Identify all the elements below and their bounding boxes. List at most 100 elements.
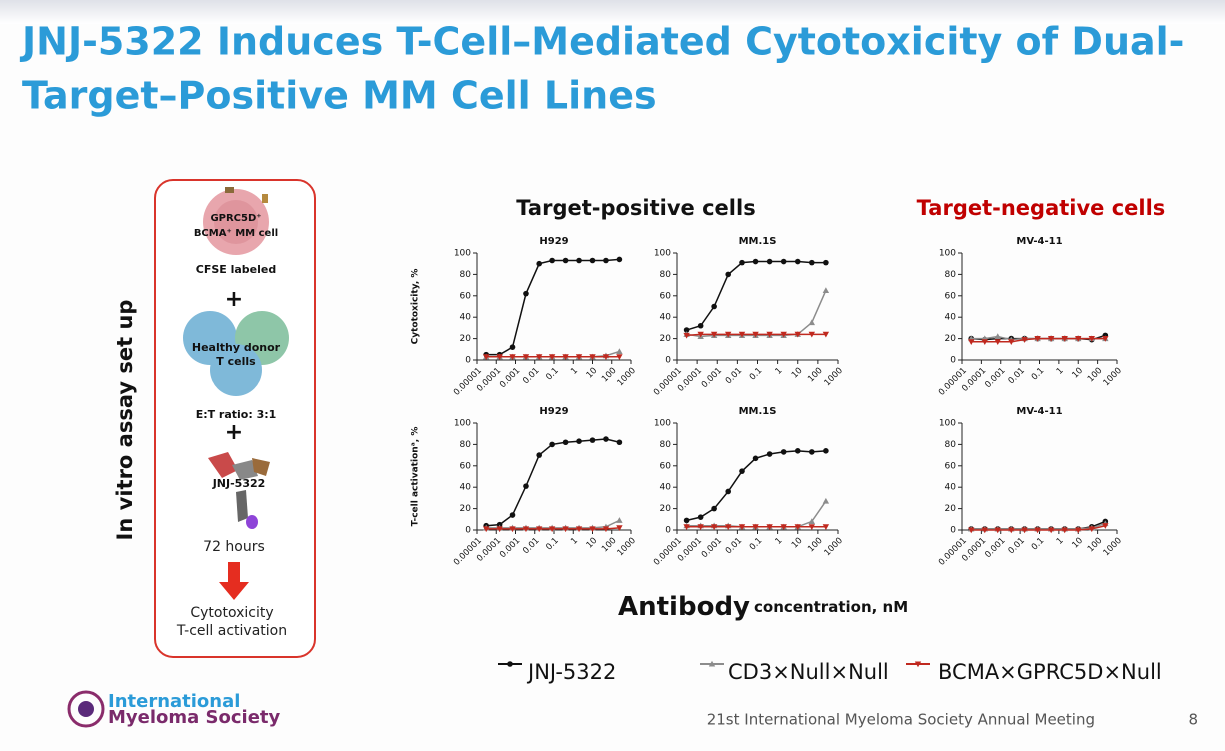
data-point: [509, 354, 516, 360]
data-point: [1034, 336, 1041, 342]
data-point: [562, 354, 569, 360]
y-tick-label: 40: [945, 483, 957, 493]
legend: JNJ-5322 CD3×Null×Null BCMA×GPRC5D×Null: [498, 660, 1162, 684]
data-point: [711, 303, 717, 310]
data-point: [981, 339, 988, 346]
data-point: [1088, 526, 1095, 533]
y-tick-label: 100: [939, 419, 956, 429]
cell-label: BCMA⁺ MM cell: [194, 228, 278, 239]
data-point: [616, 348, 623, 354]
chart-title: MV-4-11: [1016, 406, 1062, 417]
data-point: [536, 452, 542, 458]
data-point: [522, 354, 530, 360]
panel-heading: In vitro assay set up: [113, 300, 137, 541]
data-point: [739, 259, 745, 266]
x-tick-label: 1: [569, 536, 580, 547]
data-point: [562, 526, 569, 533]
data-point: [822, 524, 830, 530]
y-tick-label: 20: [660, 334, 672, 344]
data-point: [683, 524, 690, 530]
data-point: [724, 524, 732, 530]
y-tick-label: 80: [460, 440, 472, 450]
y-tick-label: 60: [460, 461, 472, 471]
data-point: [562, 257, 569, 264]
cell-label: GPRC5D⁺: [210, 213, 261, 224]
data-point: [1102, 336, 1109, 342]
y-axis-label: Cytotoxicity, %: [411, 269, 421, 345]
data-point: [752, 524, 759, 530]
data-point: [697, 331, 704, 338]
data-point: [822, 287, 830, 294]
data-point: [589, 437, 596, 443]
data-point: [710, 331, 718, 338]
data-point: [780, 258, 787, 265]
data-point: [1008, 339, 1015, 346]
y-axis-label: T-cell activationᵃ, %: [411, 427, 421, 527]
logo-text: Myeloma Society: [108, 707, 281, 728]
data-point: [548, 526, 556, 533]
data-point: [794, 258, 801, 265]
data-point: [697, 524, 704, 530]
data-point: [1102, 523, 1109, 529]
data-point: [994, 339, 1001, 346]
t-cell-icon: [210, 344, 262, 396]
data-point: [752, 258, 759, 265]
data-point: [808, 319, 816, 326]
y-tick-label: 20: [945, 334, 957, 344]
data-point: [616, 256, 623, 263]
y-tick-label: 0: [465, 526, 471, 536]
arrow-down: [219, 562, 249, 600]
x-axis-unit: concentration, nM: [754, 598, 908, 616]
page-number: 8: [1188, 711, 1198, 729]
chart-title: H929: [539, 236, 568, 247]
x-axis-main: Antibody: [618, 592, 750, 622]
antibody-icon: [236, 490, 248, 522]
slide-title: Target–Positive MM Cell Lines: [22, 74, 657, 118]
data-point: [549, 441, 555, 448]
x-tick-label: 1: [569, 366, 580, 377]
data-point: [823, 259, 829, 266]
data-point: [914, 661, 922, 668]
data-point: [496, 354, 503, 360]
data-point: [981, 527, 988, 534]
drug-label: JNJ-5322: [212, 477, 266, 490]
y-tick-label: 60: [660, 291, 672, 301]
data-point: [1047, 527, 1055, 534]
data-point: [522, 526, 530, 533]
data-point: [482, 354, 490, 360]
data-point: [1021, 527, 1028, 534]
y-tick-label: 80: [660, 440, 672, 450]
readout-label: T-cell activation: [176, 623, 287, 639]
y-tick-label: 60: [460, 291, 472, 301]
y-tick-label: 20: [945, 504, 957, 514]
data-point: [808, 518, 816, 524]
antibody-icon: [252, 458, 270, 476]
data-point: [697, 322, 704, 329]
data-point: [548, 354, 556, 360]
data-point: [968, 527, 975, 534]
data-point: [738, 524, 746, 530]
chart-title: MM.1S: [739, 406, 777, 417]
data-point: [708, 660, 716, 667]
data-point: [711, 505, 717, 512]
data-point: [725, 271, 731, 278]
data-point: [507, 661, 513, 667]
y-tick-label: 40: [660, 483, 672, 493]
data-point: [535, 354, 543, 360]
y-tick-label: 60: [945, 461, 957, 471]
cfse-label: CFSE labeled: [196, 263, 277, 276]
ratio-label: E:T ratio: 3:1: [196, 408, 277, 421]
data-point: [1061, 336, 1068, 342]
data-point: [509, 526, 516, 533]
data-point: [710, 524, 718, 530]
y-tick-label: 100: [939, 249, 956, 259]
data-point: [616, 439, 623, 446]
data-point: [752, 331, 759, 338]
logo-core: [78, 701, 94, 717]
meeting-name: 21st International Myeloma Society Annua…: [707, 711, 1095, 729]
donor-label: T cells: [216, 355, 256, 368]
y-tick-label: 40: [945, 313, 957, 323]
data-point: [496, 521, 503, 528]
chart-title: MV-4-11: [1016, 236, 1062, 247]
y-tick-label: 60: [945, 291, 957, 301]
